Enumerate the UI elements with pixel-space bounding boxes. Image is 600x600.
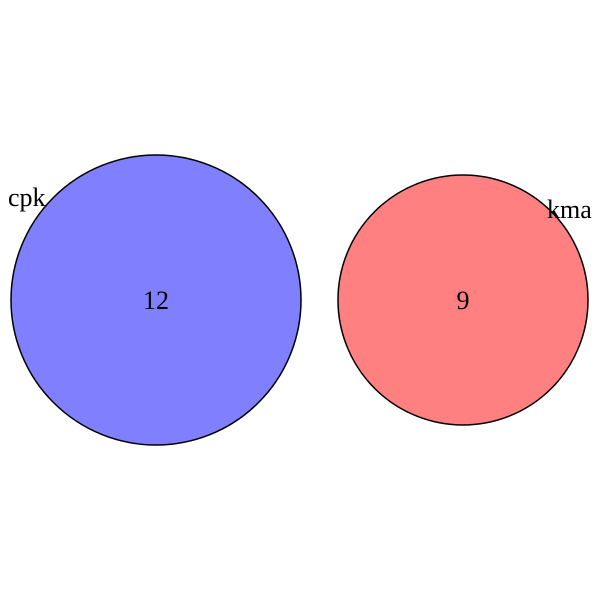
set-circle-cpk	[10, 154, 302, 446]
count-label-cpk: 12	[143, 286, 169, 315]
set-circle-kma	[337, 174, 589, 426]
count-label-kma: 9	[457, 286, 470, 315]
set-label-kma: kma	[547, 195, 592, 224]
set-label-cpk: cpk	[8, 183, 46, 212]
